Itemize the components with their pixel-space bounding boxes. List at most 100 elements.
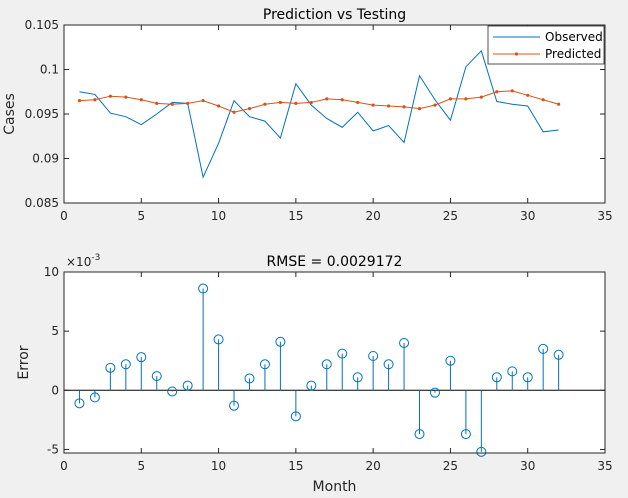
prediction-tick-group: 0 5 10 15 20 25 30 35 0.085 0.09 0.095 0.1 0.105 xyxy=(25,18,613,223)
predicted-point xyxy=(232,110,236,114)
error-stem-marker xyxy=(182,380,193,391)
x-tick-label: 30 xyxy=(520,209,535,223)
predicted-point xyxy=(247,107,252,111)
predicted-point xyxy=(510,89,514,93)
y-tick-label: 5 xyxy=(51,324,59,338)
predicted-point xyxy=(557,102,561,106)
x-tick-label: 10 xyxy=(211,459,226,473)
predicted-point xyxy=(124,95,128,99)
predicted-point xyxy=(495,90,499,94)
x-tick-label: 5 xyxy=(137,209,145,223)
error-stem-marker xyxy=(491,372,502,383)
y-tick-label: 0.105 xyxy=(25,18,59,32)
legend-predicted-label: Predicted xyxy=(545,47,601,61)
predicted-point xyxy=(464,97,468,101)
error-stem-marker xyxy=(429,387,440,398)
error-stem-marker xyxy=(151,371,162,382)
predicted-point xyxy=(201,99,205,103)
y-tick-label: 0.09 xyxy=(32,152,59,166)
prediction-axes: 0 5 10 15 20 25 30 35 0.085 0.09 0.095 0.1 0.105 Pre… xyxy=(2,7,613,223)
error-stem-marker xyxy=(89,392,100,403)
predicted-point xyxy=(433,103,437,107)
error-stem-marker xyxy=(414,429,425,440)
predicted-point xyxy=(139,98,143,102)
error-stem-marker xyxy=(507,366,518,377)
predicted-point xyxy=(356,100,360,105)
error-stem-marker xyxy=(136,352,147,363)
predicted-point xyxy=(263,102,267,106)
error-stem-marker xyxy=(167,386,178,397)
error-stem-marker xyxy=(321,359,332,370)
predicted-point xyxy=(448,97,453,101)
predicted-point xyxy=(108,94,112,98)
y-tick-label: 0.085 xyxy=(25,196,59,210)
error-stem-marker xyxy=(522,372,533,383)
x-tick-label: 35 xyxy=(597,459,612,473)
predicted-point xyxy=(371,103,375,107)
error-stem-marker xyxy=(74,398,85,409)
y-tick-label: 0.1 xyxy=(40,63,59,77)
legend-observed-label: Observed xyxy=(545,30,603,44)
predicted-point xyxy=(541,98,545,102)
predicted-point xyxy=(93,98,97,102)
error-stem-marker xyxy=(538,343,549,354)
x-tick-label: 20 xyxy=(366,459,381,473)
exponent-power: -3 xyxy=(91,253,100,263)
prediction-series-group xyxy=(77,49,561,179)
predicted-point xyxy=(387,104,391,108)
x-tick-label: 5 xyxy=(137,459,145,473)
prediction-y-axis-label: Cases xyxy=(2,93,18,135)
error-stem-marker xyxy=(198,283,209,294)
error-stem-marker xyxy=(352,372,363,383)
x-tick-label: 30 xyxy=(520,459,535,473)
error-stem-marker xyxy=(229,400,240,411)
x-tick-label: 25 xyxy=(443,209,458,223)
error-stem-marker xyxy=(120,359,131,370)
error-stem-marker xyxy=(553,349,564,360)
prediction-chart-title: Prediction vs Testing xyxy=(263,7,406,23)
predicted-point xyxy=(479,95,483,99)
error-axes-frame xyxy=(63,271,606,454)
error-stem-marker xyxy=(275,336,286,347)
predicted-point xyxy=(216,104,221,108)
x-tick-label: 20 xyxy=(366,209,381,223)
series-observed-line xyxy=(79,49,559,179)
predicted-point xyxy=(309,100,313,105)
error-stem-marker xyxy=(290,411,301,422)
x-tick-label: 15 xyxy=(288,459,303,473)
x-tick-label: 15 xyxy=(288,209,303,223)
error-stem-marker xyxy=(337,348,348,359)
error-chart-title: RMSE = 0.0029172 xyxy=(267,254,403,270)
error-stem-marker xyxy=(105,362,116,373)
error-stem-marker xyxy=(460,429,471,440)
error-axes-background xyxy=(64,272,605,453)
error-stem-marker xyxy=(306,380,317,391)
error-stem-marker xyxy=(445,355,456,366)
predicted-point xyxy=(325,97,329,101)
y-tick-label: 10 xyxy=(44,265,59,279)
series-predicted-line xyxy=(79,90,559,113)
predicted-point xyxy=(77,99,82,103)
predicted-point xyxy=(340,98,344,102)
x-tick-label: 0 xyxy=(60,459,68,473)
error-stem-marker xyxy=(213,334,224,345)
y-tick-label: 0 xyxy=(51,383,59,397)
predicted-point xyxy=(402,105,406,109)
x-tick-label: 25 xyxy=(443,459,458,473)
error-stem-marker xyxy=(383,359,394,370)
x-tick-label: 0 xyxy=(60,209,68,223)
error-stem-marker xyxy=(368,350,379,361)
error-stem-marker xyxy=(476,446,487,457)
x-tick-label: 10 xyxy=(211,209,226,223)
predicted-point xyxy=(417,107,422,111)
predicted-point xyxy=(155,101,159,105)
predicted-point xyxy=(526,93,530,97)
error-stem-marker xyxy=(259,359,270,370)
x-tick-label: 35 xyxy=(597,209,612,223)
error-y-exponent-label: ×10-3 xyxy=(66,253,100,269)
predicted-point xyxy=(186,101,190,105)
error-stems-group xyxy=(64,283,605,457)
